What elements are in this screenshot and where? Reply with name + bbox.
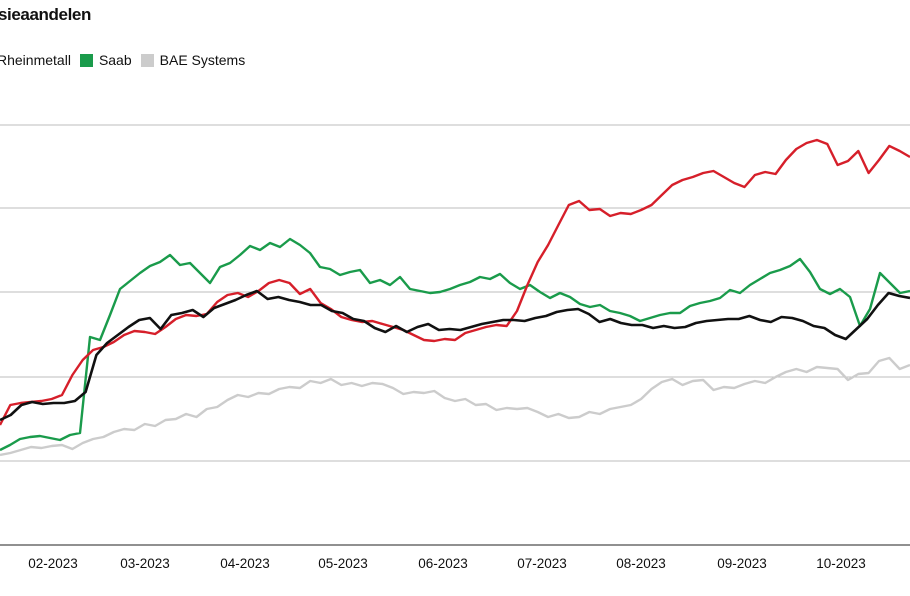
series-line-bae-systems bbox=[0, 356, 910, 457]
x-tick-label: 08-2023 bbox=[616, 556, 666, 571]
x-tick-label: 02-2023 bbox=[28, 556, 78, 571]
x-tick-label: 09-2023 bbox=[717, 556, 767, 571]
x-tick-label: 05-2023 bbox=[318, 556, 368, 571]
x-tick-label: 06-2023 bbox=[418, 556, 468, 571]
legend-label-bae-systems: BAE Systems bbox=[159, 52, 246, 68]
legend-item-saab: Saab bbox=[79, 52, 132, 68]
legend-label-saab: Saab bbox=[98, 52, 132, 68]
legend-item-bae-systems: BAE Systems bbox=[140, 52, 246, 68]
legend-item-rheinmetall: Rheinmetall bbox=[0, 52, 71, 68]
legend-label-rheinmetall: Rheinmetall bbox=[0, 52, 71, 68]
chart-title: sieaandelen bbox=[0, 5, 91, 24]
series-layer bbox=[0, 138, 910, 457]
x-axis-ticks: 02-2023 03-2023 04-2023 05-2023 06-2023 07-20… bbox=[28, 556, 866, 571]
series-line-rheinmetall bbox=[0, 138, 910, 426]
legend-swatch-bae-systems bbox=[140, 53, 154, 67]
series-line-black bbox=[0, 289, 910, 422]
series-line-saab bbox=[0, 237, 910, 452]
gridlines bbox=[0, 124, 910, 546]
legend-swatch-saab bbox=[79, 53, 93, 67]
x-tick-label: 03-2023 bbox=[120, 556, 170, 571]
legend: Rheinmetall Saab BAE Systems bbox=[0, 50, 254, 70]
x-tick-label: 10-2023 bbox=[816, 556, 866, 571]
x-tick-label: 04-2023 bbox=[220, 556, 270, 571]
x-tick-label: 07-2023 bbox=[517, 556, 567, 571]
